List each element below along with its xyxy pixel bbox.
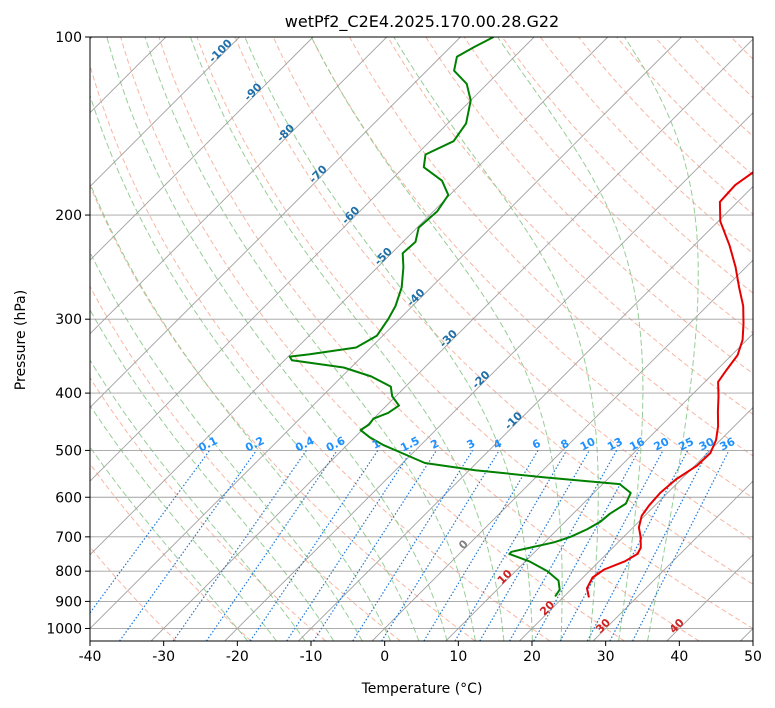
moist-adiabat — [497, 37, 644, 641]
mixing-ratio-line — [381, 450, 500, 641]
isotherm-line — [592, 480, 753, 641]
isotherm-line — [371, 259, 753, 641]
mixing-ratio-line — [313, 450, 437, 641]
x-tick-label: 10 — [449, 649, 467, 665]
mixing-ratio-line — [90, 450, 211, 614]
dewpoint-profile — [288, 37, 632, 598]
moist-adiabat — [189, 37, 505, 641]
x-tick-label: -40 — [79, 649, 102, 665]
mixing-ratio-line — [559, 450, 664, 641]
x-tick-label: 50 — [744, 649, 762, 665]
moist-adiabat — [90, 93, 420, 641]
mixing-ratio-label: 36 — [718, 435, 738, 454]
mixing-ratio-line — [119, 450, 257, 641]
mixing-ratio-line — [609, 450, 709, 641]
dry-adiabat — [616, 37, 753, 176]
x-tick-label: 40 — [670, 649, 688, 665]
mixing-ratio-label: 16 — [627, 435, 647, 454]
isotherm-line — [90, 37, 682, 630]
moist-adiabat — [90, 182, 391, 641]
mixing-ratio-line — [632, 450, 730, 641]
chart-title: wetPf2_C2E4.2025.170.00.28.G22 — [285, 12, 559, 32]
x-tick-label: -30 — [152, 649, 175, 665]
moist-adiabat — [244, 37, 533, 641]
profile-lines — [288, 37, 753, 598]
y-tick-label: 500 — [55, 443, 82, 459]
axes: -40 -30 -20 -10 0 10 20 30 40 50 100 200 300 400 500 60… — [46, 30, 762, 665]
moist-adiabat — [90, 251, 363, 641]
mixing-ratio-line — [533, 450, 640, 641]
x-tick-label: -10 — [300, 649, 323, 665]
isotherm-line — [90, 37, 609, 556]
mixing-ratio-label: 20 — [652, 435, 672, 454]
mixing-ratio-line — [205, 450, 338, 641]
mixing-ratio-label: 10 — [578, 435, 598, 454]
mixing-ratio-line — [286, 450, 413, 641]
dry-adiabat — [539, 37, 753, 255]
dry-adiabat — [234, 37, 753, 585]
y-tick-label: 300 — [55, 312, 82, 328]
y-tick-label: 700 — [55, 530, 82, 546]
moist-adiabat — [90, 359, 306, 641]
moist-adiabat — [90, 308, 335, 641]
background-lines — [90, 37, 775, 641]
mixing-ratio-label: 30 — [697, 435, 717, 454]
y-tick-label: 200 — [55, 208, 82, 224]
isotherm-line — [90, 37, 461, 409]
mixing-ratio-line — [352, 450, 474, 641]
dry-adiabat — [769, 37, 775, 641]
isotherm-line — [224, 112, 753, 641]
y-tick-label: 600 — [55, 490, 82, 506]
dry-adiabat — [425, 37, 753, 375]
x-tick-label: 0 — [380, 649, 389, 665]
dry-adiabat — [90, 376, 327, 641]
moist-adiabat — [310, 37, 563, 641]
plot-background — [90, 37, 753, 641]
moist-adiabat — [144, 37, 476, 641]
y-tick-label: 1000 — [46, 621, 82, 637]
moist-adiabat — [106, 37, 448, 641]
isotherm-line — [298, 185, 753, 641]
temperature-profile — [586, 171, 753, 598]
dry-adiabat — [463, 37, 753, 334]
dry-adiabat — [120, 37, 625, 641]
dry-adiabat — [349, 37, 753, 457]
y-tick-label: 800 — [55, 564, 82, 580]
isotherm-line — [90, 37, 314, 261]
y-axis-label: Pressure (hPa) — [13, 290, 29, 390]
x-tick-label: 30 — [597, 649, 615, 665]
dry-adiabat — [158, 37, 700, 641]
y-tick-label: 900 — [55, 594, 82, 610]
isotherm-line — [150, 38, 753, 641]
mixing-ratio-label: 25 — [676, 435, 696, 454]
mixing-ratio-label: 13 — [605, 435, 625, 454]
dry-adiabat — [387, 37, 753, 415]
moist-adiabat — [393, 37, 599, 641]
isotherm-line — [519, 406, 753, 641]
x-axis-label: Temperature (°C) — [361, 681, 483, 697]
x-tick-label: 20 — [523, 649, 541, 665]
isotherm-line — [90, 37, 535, 482]
plot-frame — [89, 36, 754, 642]
dry-adiabat — [196, 37, 753, 630]
moist-adiabat — [624, 37, 699, 641]
x-tick-label: -20 — [226, 649, 249, 665]
y-tick-label: 100 — [55, 30, 82, 46]
y-tick-label: 400 — [55, 386, 82, 402]
mixing-ratio-line — [586, 450, 689, 641]
dry-adiabat — [90, 63, 551, 641]
isotherm-line — [90, 37, 388, 335]
mixing-ratio-line — [172, 450, 307, 641]
dry-adiabat — [310, 37, 753, 499]
dry-adiabat — [90, 285, 401, 641]
isotherm-line — [90, 37, 240, 188]
isotherm-line — [445, 333, 753, 641]
